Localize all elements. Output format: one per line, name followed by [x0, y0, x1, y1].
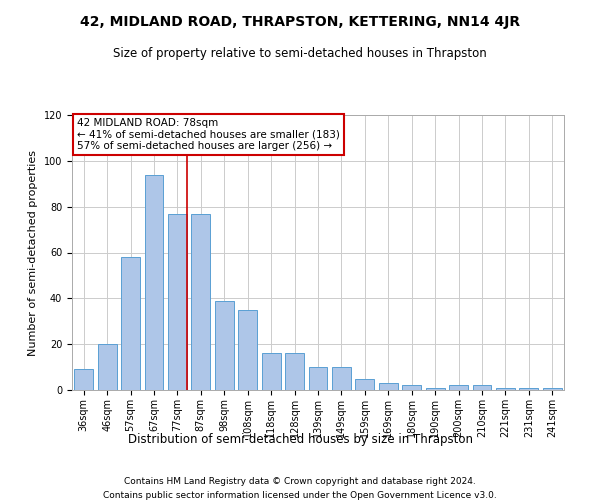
Bar — [74, 370, 93, 390]
Text: 42 MIDLAND ROAD: 78sqm
← 41% of semi-detached houses are smaller (183)
57% of se: 42 MIDLAND ROAD: 78sqm ← 41% of semi-det… — [77, 118, 340, 151]
Bar — [496, 388, 515, 390]
Bar — [168, 214, 187, 390]
Bar — [543, 388, 562, 390]
Bar — [332, 367, 351, 390]
Text: 42, MIDLAND ROAD, THRAPSTON, KETTERING, NN14 4JR: 42, MIDLAND ROAD, THRAPSTON, KETTERING, … — [80, 15, 520, 29]
Bar — [426, 388, 445, 390]
Bar — [238, 310, 257, 390]
Text: Contains public sector information licensed under the Open Government Licence v3: Contains public sector information licen… — [103, 491, 497, 500]
Bar — [403, 386, 421, 390]
Bar — [262, 354, 281, 390]
Bar — [145, 174, 163, 390]
Bar — [98, 344, 116, 390]
Bar — [473, 386, 491, 390]
Text: Distribution of semi-detached houses by size in Thrapston: Distribution of semi-detached houses by … — [128, 432, 473, 446]
Bar — [449, 386, 468, 390]
Text: Contains HM Land Registry data © Crown copyright and database right 2024.: Contains HM Land Registry data © Crown c… — [124, 478, 476, 486]
Y-axis label: Number of semi-detached properties: Number of semi-detached properties — [28, 150, 38, 356]
Bar — [121, 257, 140, 390]
Bar — [191, 214, 210, 390]
Bar — [355, 378, 374, 390]
Bar — [285, 354, 304, 390]
Bar — [308, 367, 328, 390]
Bar — [379, 383, 398, 390]
Bar — [215, 300, 233, 390]
Text: Size of property relative to semi-detached houses in Thrapston: Size of property relative to semi-detach… — [113, 48, 487, 60]
Bar — [520, 388, 538, 390]
